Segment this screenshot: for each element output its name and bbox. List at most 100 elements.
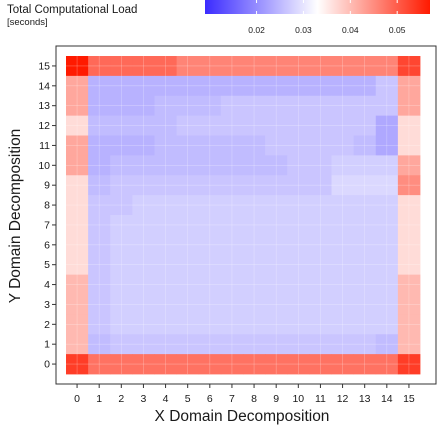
heatmap-cell: [265, 155, 288, 176]
heatmap-cell: [132, 334, 155, 355]
heatmap-cell: [176, 254, 200, 276]
heatmap-cell: [132, 175, 155, 196]
heatmap-cell: [220, 175, 244, 196]
y-axis-tick-label: 13: [38, 100, 50, 112]
heatmap-cell: [198, 135, 222, 156]
heatmap-cell: [110, 75, 133, 97]
heatmap-cell: [331, 75, 355, 97]
heatmap-cell: [353, 215, 377, 236]
heatmap-cell: [331, 115, 355, 136]
heatmap-cell: [176, 274, 200, 295]
heatmap-cell: [176, 234, 200, 256]
heatmap-cell: [176, 155, 200, 176]
heatmap-cell: [198, 314, 222, 335]
heatmap-cell: [287, 254, 310, 276]
heatmap-cell: [176, 56, 200, 77]
heatmap-cell: [309, 234, 332, 256]
heatmap-cell: [154, 354, 178, 375]
heatmap-cell: [309, 254, 332, 276]
heatmap-cell: [353, 155, 377, 176]
heatmap-cell: [243, 115, 266, 136]
heatmap-cell: [154, 274, 178, 295]
heatmap-cell: [176, 115, 200, 136]
heatmap-cell: [88, 354, 111, 375]
heatmap-cell: [154, 135, 178, 156]
heatmap-cell: [66, 294, 89, 315]
y-axis-tick-label: 4: [44, 279, 50, 291]
heatmap-cell: [353, 254, 377, 276]
heatmap-cell: [331, 56, 355, 77]
heatmap-cell: [287, 354, 310, 375]
heatmap-cell: [110, 314, 133, 335]
heatmap-cell: [88, 135, 111, 156]
x-axis-tick-label: 7: [229, 393, 235, 405]
heatmap-cell: [397, 254, 421, 276]
heatmap-cell: [66, 215, 89, 236]
heatmap-cell: [176, 95, 200, 117]
heatmap-cell: [243, 294, 266, 315]
heatmap-cell: [66, 75, 89, 97]
y-axis-tick-label: 7: [44, 219, 50, 231]
heatmap-cell: [375, 155, 399, 176]
heatmap-cell: [88, 234, 111, 256]
heatmap-cell: [375, 254, 399, 276]
heatmap-cell: [243, 195, 266, 216]
heatmap-cell: [132, 195, 155, 216]
heatmap-cell: [331, 95, 355, 117]
heatmap-cell: [309, 95, 332, 117]
heatmap-cell: [220, 195, 244, 216]
heatmap-cell: [88, 294, 111, 315]
heatmap-cell: [132, 274, 155, 295]
y-axis-tick-label: 9: [44, 180, 50, 192]
heatmap-cell: [66, 334, 89, 355]
x-axis-tick-label: 2: [118, 393, 124, 405]
heatmap-cell: [198, 274, 222, 295]
heatmap-cell: [397, 56, 421, 77]
heatmap-cell: [220, 135, 244, 156]
x-axis-tick-label: 4: [163, 393, 169, 405]
heatmap-cell: [353, 115, 377, 136]
heatmap-cell: [309, 354, 332, 375]
legend-title-line1: Total Computational Load: [7, 4, 137, 16]
heatmap-cell: [353, 294, 377, 315]
heatmap-cell: [88, 155, 111, 176]
x-axis-tick-label: 5: [185, 393, 191, 405]
heatmap-cell: [132, 115, 155, 136]
heatmap-cell: [265, 314, 288, 335]
heatmap-cell: [353, 135, 377, 156]
heatmap-cell: [110, 215, 133, 236]
heatmap-cell: [220, 155, 244, 176]
heatmap-cell: [198, 234, 222, 256]
heatmap-cell: [154, 234, 178, 256]
heatmap-cell: [176, 75, 200, 97]
heatmap-cell: [309, 274, 332, 295]
heatmap-cell: [243, 135, 266, 156]
heatmap-cell: [265, 115, 288, 136]
heatmap-cell: [397, 95, 421, 117]
y-axis-ticks: [52, 65, 56, 365]
x-axis-ticks: [76, 384, 410, 388]
heatmap-cell: [243, 175, 266, 196]
heatmap-cell: [397, 354, 421, 375]
heatmap-cell: [375, 234, 399, 256]
heatmap-cell: [375, 175, 399, 196]
heatmap-cell: [397, 334, 421, 355]
legend: Total Computational Load [seconds] 0.02 …: [7, 0, 430, 35]
heatmap-cell: [110, 294, 133, 315]
heatmap-cell: [132, 314, 155, 335]
x-axis-tick-label: 1: [96, 393, 102, 405]
heatmap-cell: [353, 75, 377, 97]
heatmap-cell: [198, 195, 222, 216]
heatmap-cell: [397, 155, 421, 176]
heatmap-cell: [287, 195, 310, 216]
heatmap-cell: [220, 294, 244, 315]
heatmap-cell: [375, 135, 399, 156]
x-axis-tick-label: 8: [251, 393, 257, 405]
heatmap-cell: [176, 354, 200, 375]
heatmap-cell: [243, 274, 266, 295]
heatmap-cell: [265, 135, 288, 156]
heatmap-cell: [331, 354, 355, 375]
heatmap-cell: [66, 175, 89, 196]
heatmap-cell: [132, 56, 155, 77]
heatmap-cell: [287, 155, 310, 176]
